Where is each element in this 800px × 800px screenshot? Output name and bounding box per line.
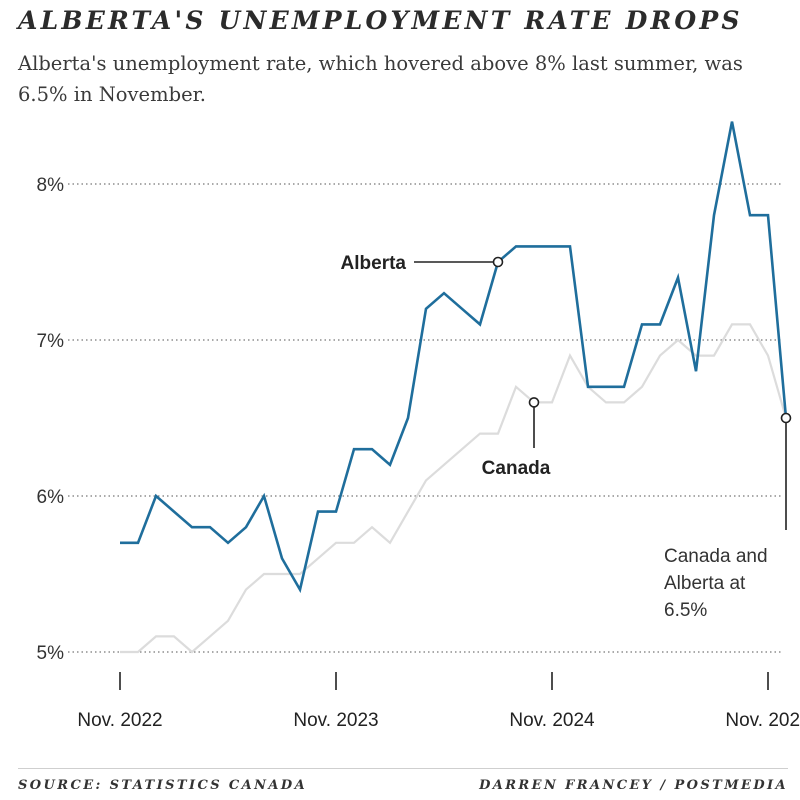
end-callout-dot [780,412,792,424]
annotation-layer: Alberta Canada Canada and Alberta at 6.5% [341,253,792,621]
series-layer [120,121,788,654]
alberta-series-line [120,121,788,594]
alberta-label: Alberta [341,253,407,274]
chart-subtitle: Alberta's unemployment rate, which hover… [18,52,743,106]
alberta-callout-dot [492,256,504,268]
author-credit: DARREN FRANCEY / POSTMEDIA [479,778,788,793]
x-tick-label: Nov. 2024 [509,710,595,731]
canada-series-line [120,323,788,654]
end-label: Canada and Alberta at 6.5% [664,546,768,621]
y-tick-label: 6% [37,487,65,508]
y-tick-label: 5% [37,643,65,664]
line-chart: 5%6%7%8% Nov. 2022 Nov. 2023 Nov. 2024 Nov.… [37,121,800,731]
x-tick-label: Nov. 2022 [77,710,162,731]
x-axis: Nov. 2022 Nov. 2023 Nov. 2024 Nov. 2025 [77,672,800,731]
grid-layer: 5% 6% 7% 8% [37,175,782,664]
canada-label: Canada [482,458,551,479]
canada-callout-dot [528,397,540,408]
x-tick-label: Nov. 2025 [725,710,800,731]
x-tick-label: Nov. 2023 [293,710,378,731]
y-tick-label: 8% [37,175,65,196]
chart-title: ALBERTA'S UNEMPLOYMENT RATE DROPS [18,6,743,35]
source-credit: SOURCE: STATISTICS CANADA [18,778,308,793]
footer-divider [18,768,788,769]
y-tick-label: 7% [37,331,65,352]
